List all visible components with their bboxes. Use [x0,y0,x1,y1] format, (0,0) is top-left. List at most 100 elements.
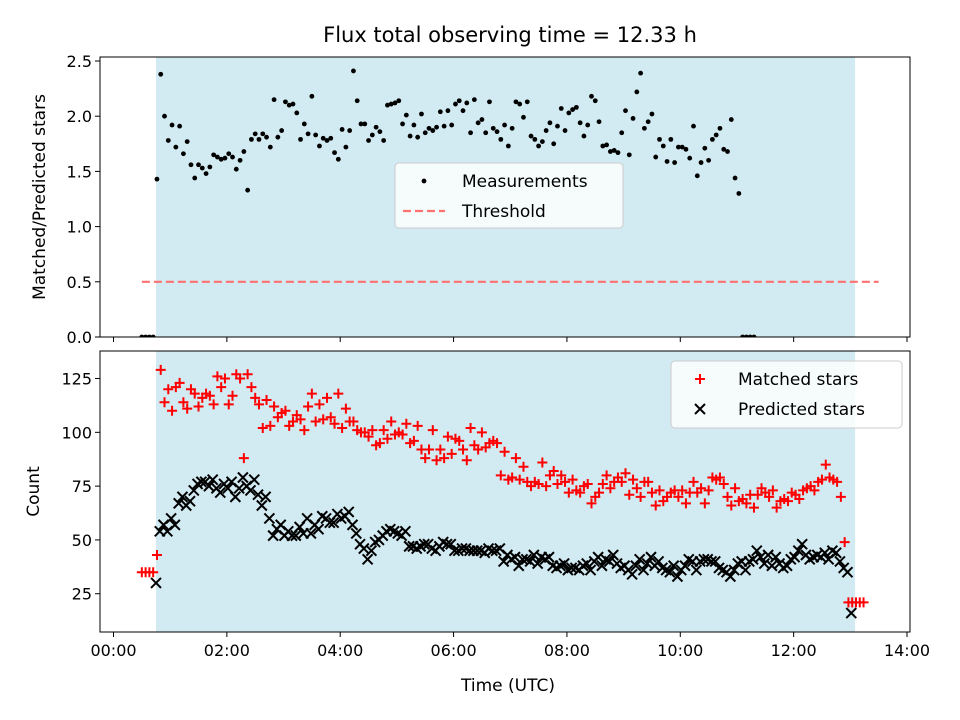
chart-0-point [437,109,443,115]
chart-1-point [163,384,174,395]
chart-0-point [241,149,247,154]
chart-0-point [317,143,322,149]
chart-0-point [388,101,394,107]
chart-1-point [204,390,215,401]
chart-1-point [427,425,438,436]
chart-0-point [445,108,451,114]
chart-1-point [671,570,684,583]
chart-0-point [649,111,655,117]
chart-1-point [769,551,782,563]
chart-1-point [620,468,631,479]
chart-1-point [792,544,805,557]
chart-1-point [696,483,707,494]
chart-0-point [702,145,708,151]
chart-0-point [641,125,647,131]
chart-0-point [592,98,598,104]
chart-1-y-tick-label: 50 [72,531,92,550]
chart-0-legend: Measurements Threshold [394,162,624,229]
chart-0-point [589,93,594,99]
chart-0-point [626,152,632,158]
chart-0-point [672,160,678,165]
chart-1-point [543,551,555,563]
chart-1-point [558,557,570,570]
chart-1-point [257,423,268,434]
chart-0-point [539,139,545,144]
chart-0-point [509,125,515,131]
chart-1-point [541,481,552,492]
chart-0-point [744,334,749,337]
chart-1-point [151,549,162,560]
x-tick-label: 14:00 [884,641,930,660]
chart-1-y-tick-label: 100 [61,423,92,442]
chart-1-point [327,516,340,529]
chart-1-point [688,476,699,487]
chart-1-point [624,489,635,500]
chart-0-point [536,143,541,149]
chart-1-point [465,423,476,434]
chart-1-y-tick-label: 75 [72,477,92,496]
chart-0-point [324,138,330,143]
chart-1-point [305,527,317,540]
chart-0-point [487,99,492,105]
chart-1-point [654,485,665,496]
chart-0-point [385,102,390,108]
chart-0-series-0 [139,68,757,337]
chart-0-point [434,124,439,130]
chart-0-point [664,159,670,164]
chart-0-point [604,142,610,148]
chart-1-point [401,418,412,429]
chart-1-point [189,388,200,399]
chart-1-point [643,476,654,487]
chart-0-point [215,154,220,160]
chart-0-point [267,144,273,150]
chart-1-series-1 [150,471,857,619]
chart-0-point [710,136,715,142]
chart-0-point [638,70,644,76]
chart-0-point [657,136,662,142]
chart-0-point [543,128,549,133]
chart-1-point [816,474,827,485]
chart-0-point [320,135,326,141]
chart-1-point [314,399,325,410]
chart-1-point [259,491,272,503]
chart-1-point [510,453,521,464]
chart-1-point [329,418,340,429]
chart-1-point [195,476,208,488]
chart-1-point [399,525,412,538]
chart-0-point [694,173,700,179]
chart-1-point [325,412,336,423]
chart-0-point [343,144,349,150]
chart-1-point [788,551,801,563]
chart-0-point [279,128,285,133]
chart-0-point [222,155,228,161]
chart-1-point [343,506,355,518]
chart-1-point [424,444,435,455]
chart-1-point [442,431,453,442]
chart-0-point [498,136,504,142]
chart-1-point [458,444,469,455]
chart-1-point [295,414,306,425]
chart-0-y-tick-label: 0.0 [67,328,92,347]
panel-count: 25 50 75 100 125 00:00 02:00 04:00 06:00 08:00 10:… [24,350,930,696]
chart-1-point [752,489,763,500]
chart-0-point [366,138,371,143]
chart-0-point [165,138,171,143]
legend-label: Predicted stars [738,400,865,420]
chart-0-point [369,132,375,138]
chart-1-point [552,478,563,489]
chart-0-point [351,68,356,74]
chart-1-point [751,544,763,557]
chart-1-point [256,499,268,512]
chart-0-point [464,100,470,106]
chart-1-point [782,496,793,507]
chart-1-point [607,549,619,561]
chart-0-point [275,134,281,140]
chart-0-point [683,146,689,152]
chart-1-point [242,369,253,380]
chart-0-point [188,162,194,168]
chart-0-point [294,110,300,116]
chart-1-point [219,373,230,384]
chart-0-y-tick-label: 1.5 [67,162,92,181]
chart-1-point [794,494,805,505]
chart-1-point [333,388,344,399]
